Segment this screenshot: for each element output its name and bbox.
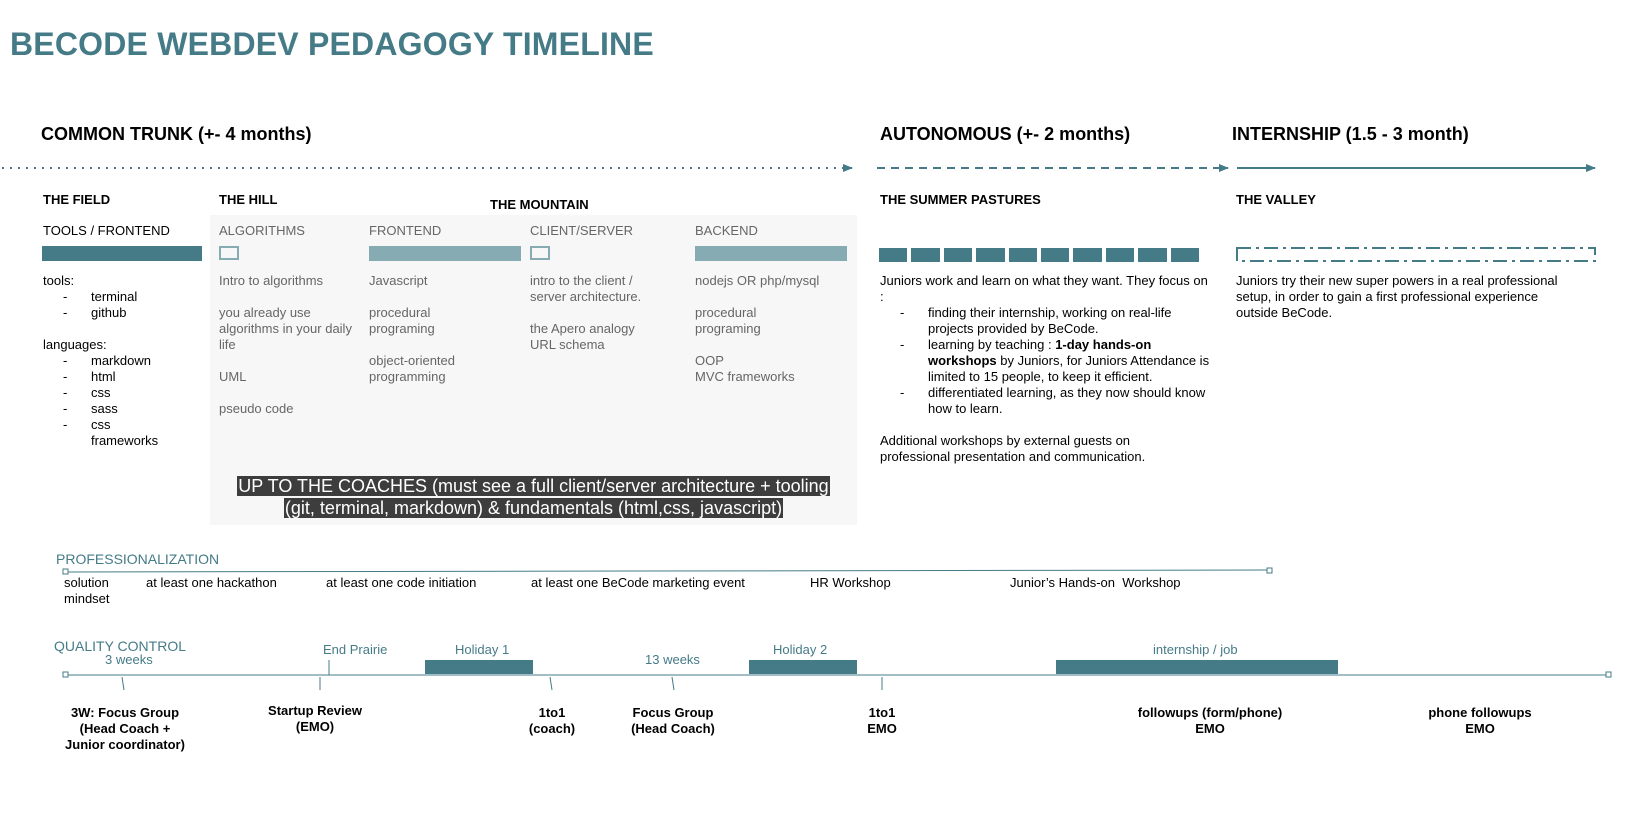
field-bar (42, 246, 202, 261)
qc-event-focus-group-3w: 3W: Focus Group (Head Coach + Junior coo… (65, 705, 185, 752)
qc-internship-job: internship / job (1153, 642, 1238, 657)
column-title-algorithms: ALGORITHMS (219, 223, 305, 238)
list-item: procedural programing (369, 305, 435, 336)
qc-event-focus-group-head-coach: Focus Group (Head Coach) (631, 705, 715, 736)
list-item: UML (219, 369, 247, 384)
bar-segment (1073, 248, 1102, 262)
bar-segment (1138, 248, 1167, 262)
prof-item-hackathon: at least one hackathon (146, 575, 277, 590)
list-item: pseudo code (219, 401, 294, 416)
page-title: BECODE WEBDEV PEDAGOGY TIMELINE (10, 26, 654, 62)
qc-3-weeks: 3 weeks (105, 652, 153, 667)
bar-segment (1105, 248, 1135, 262)
stage-the-field: THE FIELD (43, 192, 111, 207)
summer-content: Juniors work and learn on what they want… (880, 273, 1210, 465)
column-title-backend: BACKEND (695, 223, 758, 238)
bar-segment (976, 248, 1005, 262)
prof-item-marketing-event: at least one BeCode marketing event (531, 575, 745, 590)
bar-segment (1170, 248, 1200, 262)
qc-end-prairie: End Prairie (323, 642, 388, 657)
prof-item-code-initiation: at least one code initiation (326, 575, 477, 590)
professionalization-label: PROFESSIONALIZATION (56, 551, 220, 567)
list-item: Intro to algorithms (219, 273, 324, 288)
list-item: intro to the client / server architectur… (530, 273, 642, 304)
prof-item-hr-workshop: HR Workshop (810, 575, 891, 590)
holiday-2-bar (749, 660, 857, 674)
bar-segment (1041, 248, 1070, 262)
prof-item-hands-on-workshop: Junior’s Hands-on Workshop (1010, 575, 1181, 590)
bar-segment (1008, 248, 1038, 262)
frontend-bar (369, 246, 521, 261)
bar-segment (879, 248, 908, 262)
column-title-frontend: FRONTEND (369, 223, 442, 238)
tools-label: tools: (43, 273, 75, 288)
list-item: object-oriented programming (369, 353, 455, 384)
languages-label: languages: (43, 337, 107, 352)
list-item: sass (43, 401, 203, 417)
qc-event-1to1-emo: 1to1 EMO (867, 705, 897, 736)
qc-event-phone-followups: phone followups EMO (1428, 705, 1532, 736)
list-item: differentiated learning, as they now sho… (880, 385, 1210, 417)
summer-intro: Juniors work and learn on what they want… (880, 273, 1208, 304)
phase-internship: INTERNSHIP (1.5 - 3 month) (1232, 124, 1469, 144)
mountain-panel (210, 215, 857, 525)
list-item: markdown (43, 353, 203, 369)
list-item: css (43, 385, 203, 401)
client-server-list: intro to the client / server architectur… (530, 273, 660, 353)
qc-event-startup-review: Startup Review (EMO) (268, 703, 362, 734)
list-item: terminal (43, 289, 203, 305)
list-item: the Apero analogy (530, 321, 635, 336)
list-item: finding their internship, working on rea… (880, 305, 1210, 337)
bar-segment (943, 248, 973, 262)
holiday-1-bar (425, 660, 533, 674)
list-item: you already use algorithms in your daily… (219, 305, 352, 352)
phase-common-trunk: COMMON TRUNK (+- 4 months) (41, 124, 312, 144)
valley-text: Juniors try their new super powers in a … (1236, 273, 1558, 320)
coaches-note: UP TO THE COACHES (must see a full clien… (210, 475, 857, 519)
qc-holiday-1: Holiday 1 (455, 642, 510, 657)
bar-segment (911, 248, 940, 262)
field-subtitle: TOOLS / FRONTEND (43, 223, 170, 238)
summer-segmented-bar (879, 248, 1200, 262)
column-title-client-server: CLIENT/SERVER (530, 223, 634, 238)
backend-list: nodejs OR php/mysql procedural programin… (695, 273, 845, 385)
phase-autonomous: AUTONOMOUS (+- 2 months) (880, 124, 1131, 144)
backend-bar (695, 246, 847, 261)
coaches-note-line2: (git, terminal, markdown) & fundamentals… (283, 498, 784, 518)
qc-holiday-2: Holiday 2 (773, 642, 828, 657)
list-item: procedural programing (695, 305, 761, 336)
list-item: github (43, 305, 203, 321)
list-item: OOP (695, 353, 724, 368)
field-content: tools: terminal github languages: markdo… (43, 273, 203, 449)
list-item: MVC frameworks (695, 369, 795, 384)
professionalization-line (65, 569, 1269, 573)
list-item: URL schema (530, 337, 605, 352)
algorithms-marker (219, 246, 239, 260)
quality-control-label: QUALITY CONTROL (54, 638, 186, 654)
coaches-note-line1: UP TO THE COACHES (must see a full clien… (237, 476, 830, 496)
stage-the-valley: THE VALLEY (1236, 192, 1316, 207)
prof-item-solution-mindset: solution mindset (64, 575, 110, 606)
list-item: nodejs OR php/mysql (695, 273, 820, 288)
list-item: html (43, 369, 203, 385)
internship-job-bar (1056, 660, 1338, 674)
list-item: learning by teaching : 1-day hands-on wo… (880, 337, 1210, 385)
client-server-marker (530, 246, 550, 260)
qc-13-weeks: 13 weeks (645, 652, 700, 667)
qc-event-followups: followups (form/phone) EMO (1137, 705, 1283, 736)
algorithms-list: Intro to algorithms you already use algo… (219, 273, 359, 417)
stage-the-mountain: THE MOUNTAIN (490, 197, 589, 212)
summer-extra: Additional workshops by external guests … (880, 433, 1146, 464)
valley-bar (1236, 247, 1596, 262)
stage-the-hill: THE HILL (219, 192, 278, 207)
list-item: css frameworks (43, 417, 161, 449)
qc-event-1to1-coach: 1to1 (coach) (528, 705, 576, 736)
frontend-list: Javascript procedural programing object-… (369, 273, 519, 385)
stage-summer-pastures: THE SUMMER PASTURES (880, 192, 1041, 207)
list-item: Javascript (369, 273, 428, 288)
